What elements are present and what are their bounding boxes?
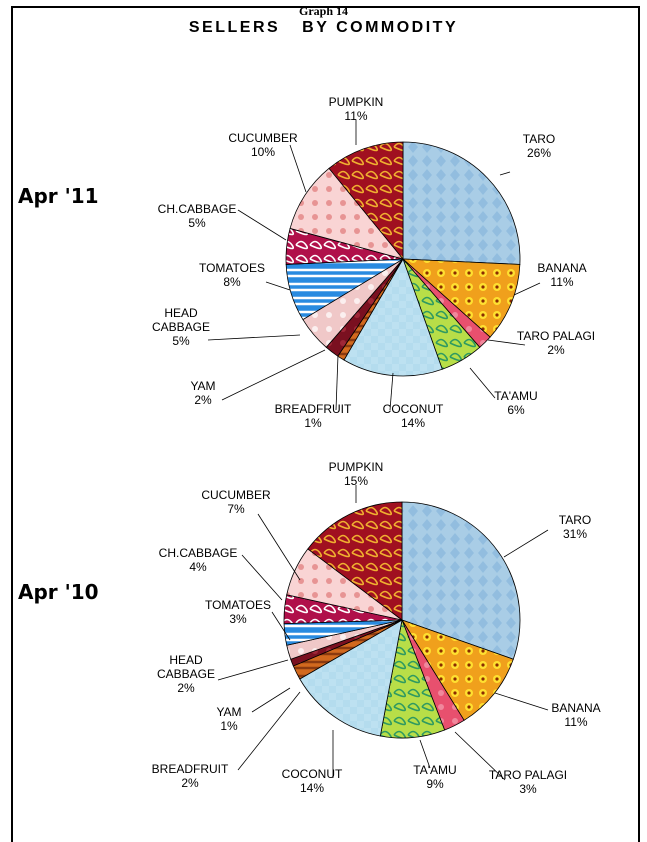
slice-value-ch-cabbage: 4%	[189, 560, 207, 574]
slice-label-pumpkin: PUMPKIN	[329, 460, 384, 474]
slice-label-coconut: COCONUT	[383, 402, 444, 416]
leader-line-yam	[251, 687, 291, 713]
slice-value-head-cabbage: 2%	[177, 681, 195, 695]
leader-line-taro-palagi	[487, 339, 526, 346]
slice-value-coconut: 14%	[300, 781, 324, 795]
slice-label-head-cabbage-1: HEAD	[164, 306, 198, 320]
slice-label-taro-palagi: TARO PALAGI	[517, 329, 595, 343]
slice-label-ch-cabbage: CH.CABBAGE	[159, 546, 238, 560]
slice-label-head-cabbage-2: CABBAGE	[157, 667, 215, 681]
slice-value-taro-palagi: 3%	[519, 782, 537, 796]
slice-value-taro: 31%	[563, 527, 587, 541]
leader-line-taro	[499, 171, 511, 176]
slice-value-ch-cabbage: 5%	[188, 216, 206, 230]
slice-value-taro-palagi: 2%	[547, 343, 565, 357]
leader-line-tomatoes	[265, 281, 291, 291]
slice-value-banana: 11%	[564, 715, 587, 729]
slice-value-cucumber: 10%	[251, 145, 275, 159]
slice-label-tomatoes: TOMATOES	[205, 598, 271, 612]
pie-slice-pumpkin	[328, 141, 404, 261]
pie-slice-banana	[401, 619, 514, 721]
slice-label-tomatoes: TOMATOES	[199, 261, 265, 275]
slice-label-breadfruit: BREADFRUIT	[275, 402, 352, 416]
leader-line-taro-palagi	[454, 731, 506, 781]
chart-frame	[11, 6, 640, 842]
slice-value-head-cabbage: 5%	[172, 334, 190, 348]
slice-value-tomatoes: 8%	[223, 275, 241, 289]
slice-label-head-cabbage-2: CABBAGE	[152, 320, 210, 334]
pie-slice-coconut	[299, 619, 403, 737]
slice-label-yam: YAM	[190, 379, 215, 393]
leader-line-breadfruit	[237, 691, 301, 771]
slice-value-taro: 26%	[527, 146, 551, 160]
leader-line-tomatoes	[271, 611, 291, 641]
title-sellers: SELLERS	[188, 19, 281, 36]
slice-value-ta-amu: 6%	[507, 403, 525, 417]
leader-line-cucumber	[257, 513, 301, 581]
slice-value-breadfruit: 1%	[304, 416, 322, 430]
slice-value-tomatoes: 3%	[229, 612, 247, 626]
leader-line-ch-cabbage	[241, 554, 283, 601]
title-commodity: COMMODITY	[336, 19, 459, 36]
slice-value-cucumber: 7%	[227, 502, 245, 516]
title-by: BY	[302, 19, 330, 36]
leader-line-ta-amu	[419, 739, 431, 769]
slice-value-yam: 1%	[220, 719, 238, 733]
pie-slice-coconut	[343, 258, 443, 377]
pie-slice-cucumber	[289, 167, 405, 260]
leader-line-ta-amu	[469, 367, 496, 399]
leader-line-head-cabbage	[217, 659, 289, 681]
leader-line-coconut	[389, 372, 394, 411]
leader-line-banana	[513, 282, 541, 296]
leader-line-breadfruit	[335, 354, 339, 411]
pie-slice-pumpkin	[307, 501, 403, 621]
slice-value-yam: 2%	[194, 393, 212, 407]
slice-value-ta-amu: 9%	[426, 777, 444, 791]
slice-label-taro: TARO	[523, 132, 555, 146]
pie-slice-banana	[401, 258, 521, 338]
slice-label-cucumber: CUCUMBER	[201, 488, 271, 502]
leader-line-cucumber	[289, 144, 307, 193]
slice-label-ta-amu: TA'AMU	[413, 763, 456, 777]
slice-label-banana: BANANA	[537, 261, 586, 275]
slice-value-breadfruit: 2%	[181, 776, 199, 790]
leader-line-head-cabbage	[207, 334, 301, 341]
pie-slice-taro	[402, 141, 521, 265]
slice-value-banana: 11%	[550, 275, 573, 289]
slice-label-yam: YAM	[216, 705, 241, 719]
leader-line-yam	[221, 349, 326, 401]
period-label-apr-11: Apr '11	[18, 184, 99, 208]
slice-label-breadfruit: BREADFRUIT	[152, 762, 229, 776]
chart-title: SELLERS BY COMMODITY	[0, 19, 647, 37]
slice-label-taro-palagi: TARO PALAGI	[489, 768, 567, 782]
slice-value-pumpkin: 15%	[344, 474, 368, 488]
slice-label-taro: TARO	[559, 513, 591, 527]
slice-label-head-cabbage-1: HEAD	[169, 653, 203, 667]
leader-line-taro	[503, 529, 549, 558]
slice-label-banana: BANANA	[551, 701, 600, 715]
pie-slice-taro	[401, 501, 521, 660]
slice-label-ta-amu: TA'AMU	[494, 389, 537, 403]
slice-label-coconut: COCONUT	[282, 767, 343, 781]
slice-label-cucumber: CUCUMBER	[228, 131, 298, 145]
graph-number: Graph 14	[298, 4, 348, 18]
slice-label-ch-cabbage: CH.CABBAGE	[158, 202, 237, 216]
slice-label-pumpkin: PUMPKIN	[329, 95, 384, 109]
period-label-apr-10: Apr '10	[18, 580, 99, 604]
slice-value-coconut: 14%	[401, 416, 425, 430]
slice-value-pumpkin: 11%	[344, 109, 367, 123]
leader-line-ch-cabbage	[237, 209, 287, 241]
leader-line-banana	[494, 692, 549, 711]
